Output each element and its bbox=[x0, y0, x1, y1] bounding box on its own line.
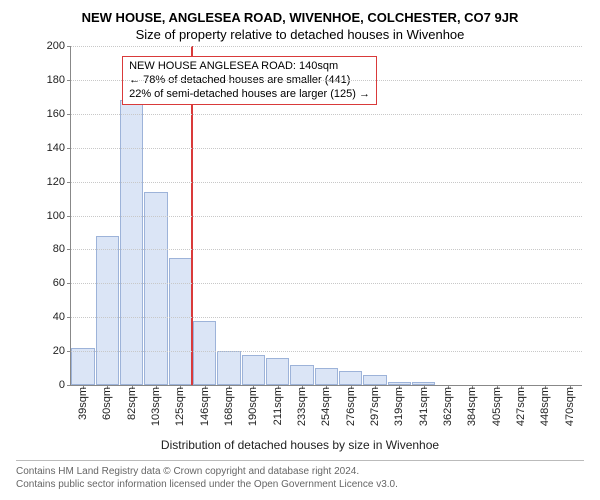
y-tick-label: 180 bbox=[47, 74, 65, 86]
y-tick bbox=[67, 80, 71, 81]
histogram-bar bbox=[144, 192, 167, 385]
gridline bbox=[71, 249, 582, 250]
histogram-bar bbox=[290, 365, 313, 385]
plot-area: 39sqm60sqm82sqm103sqm125sqm146sqm168sqm1… bbox=[70, 46, 582, 386]
y-tick-label: 120 bbox=[47, 176, 65, 188]
y-tick-label: 20 bbox=[53, 345, 65, 357]
histogram-bar bbox=[266, 358, 289, 385]
x-tick-label: 341sqm bbox=[418, 385, 430, 426]
y-tick bbox=[67, 317, 71, 318]
x-tick-label: 39sqm bbox=[77, 385, 89, 420]
gridline bbox=[71, 283, 582, 284]
histogram-bar bbox=[71, 348, 94, 385]
x-tick-label: 362sqm bbox=[442, 385, 454, 426]
chart-footer: Contains HM Land Registry data © Crown c… bbox=[16, 460, 584, 491]
gridline bbox=[71, 182, 582, 183]
y-tick bbox=[67, 46, 71, 47]
footer-line-2: Contains public sector information licen… bbox=[16, 478, 584, 491]
chart-container: NEW HOUSE, ANGLESEA ROAD, WIVENHOE, COLC… bbox=[0, 0, 600, 500]
histogram-bar bbox=[217, 351, 240, 385]
y-tick bbox=[67, 351, 71, 352]
x-tick-label: 146sqm bbox=[199, 385, 211, 426]
x-tick-label: 168sqm bbox=[223, 385, 235, 426]
histogram-bar bbox=[339, 371, 362, 385]
y-tick bbox=[67, 216, 71, 217]
x-tick-label: 82sqm bbox=[126, 385, 138, 420]
histogram-bar bbox=[315, 368, 338, 385]
y-tick-label: 140 bbox=[47, 142, 65, 154]
chart-title-main: NEW HOUSE, ANGLESEA ROAD, WIVENHOE, COLC… bbox=[16, 10, 584, 25]
gridline bbox=[71, 80, 582, 81]
y-tick bbox=[67, 148, 71, 149]
histogram-bar bbox=[363, 375, 386, 385]
histogram-bar bbox=[120, 100, 143, 385]
y-tick bbox=[67, 182, 71, 183]
x-tick-label: 60sqm bbox=[101, 385, 113, 420]
gridline bbox=[71, 351, 582, 352]
x-tick-label: 125sqm bbox=[174, 385, 186, 426]
gridline bbox=[71, 46, 582, 47]
x-axis-label: Distribution of detached houses by size … bbox=[16, 438, 584, 452]
histogram-bar bbox=[242, 355, 265, 386]
x-tick-label: 254sqm bbox=[320, 385, 332, 426]
y-tick-label: 0 bbox=[59, 379, 65, 391]
x-tick-label: 319sqm bbox=[393, 385, 405, 426]
y-tick-label: 80 bbox=[53, 243, 65, 255]
y-tick-label: 100 bbox=[47, 210, 65, 222]
x-tick-label: 233sqm bbox=[296, 385, 308, 426]
gridline bbox=[71, 317, 582, 318]
y-tick bbox=[67, 385, 71, 386]
gridline bbox=[71, 216, 582, 217]
x-tick-label: 211sqm bbox=[272, 385, 284, 425]
y-tick-label: 160 bbox=[47, 108, 65, 120]
gridline bbox=[71, 148, 582, 149]
gridline bbox=[71, 114, 582, 115]
callout-line: NEW HOUSE ANGLESEA ROAD: 140sqm bbox=[129, 60, 370, 74]
x-tick-label: 190sqm bbox=[247, 385, 259, 426]
plot-zone: Number of detached properties 39sqm60sqm… bbox=[70, 46, 582, 386]
x-tick-label: 448sqm bbox=[539, 385, 551, 426]
histogram-bar bbox=[96, 236, 119, 385]
x-tick-label: 276sqm bbox=[345, 385, 357, 426]
x-tick-label: 384sqm bbox=[466, 385, 478, 426]
x-tick-label: 405sqm bbox=[491, 385, 503, 426]
x-tick-label: 103sqm bbox=[150, 385, 162, 426]
y-tick-label: 40 bbox=[53, 311, 65, 323]
y-tick-label: 200 bbox=[47, 40, 65, 52]
y-tick-label: 60 bbox=[53, 277, 65, 289]
x-tick-label: 427sqm bbox=[515, 385, 527, 426]
y-tick bbox=[67, 249, 71, 250]
x-tick-label: 297sqm bbox=[369, 385, 381, 426]
footer-line-1: Contains HM Land Registry data © Crown c… bbox=[16, 465, 584, 478]
y-tick bbox=[67, 114, 71, 115]
y-tick bbox=[67, 283, 71, 284]
chart-title-sub: Size of property relative to detached ho… bbox=[16, 27, 584, 42]
callout-line: 22% of semi-detached houses are larger (… bbox=[129, 88, 370, 102]
histogram-bar bbox=[193, 321, 216, 385]
x-tick-label: 470sqm bbox=[564, 385, 576, 426]
histogram-bar bbox=[169, 258, 192, 385]
